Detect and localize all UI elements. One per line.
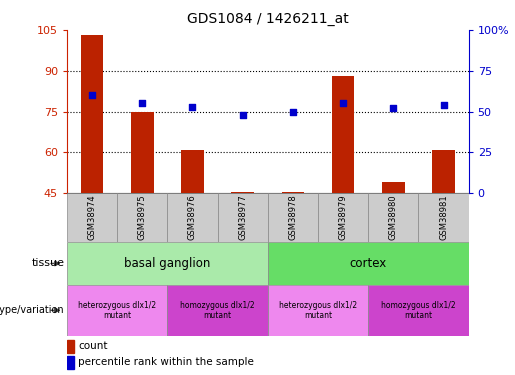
Text: homozygous dlx1/2
mutant: homozygous dlx1/2 mutant — [381, 301, 456, 320]
Text: GSM38975: GSM38975 — [138, 195, 147, 240]
Point — [88, 92, 96, 98]
Bar — [167, 285, 268, 336]
Bar — [382, 182, 405, 193]
Text: percentile rank within the sample: percentile rank within the sample — [78, 357, 254, 368]
Text: heterozygous dlx1/2
mutant: heterozygous dlx1/2 mutant — [78, 301, 156, 320]
Point — [339, 100, 347, 106]
Bar — [268, 285, 368, 336]
Bar — [432, 150, 455, 193]
Text: GSM38976: GSM38976 — [188, 195, 197, 240]
Text: GSM38974: GSM38974 — [88, 195, 96, 240]
Bar — [117, 193, 167, 242]
Text: heterozygous dlx1/2
mutant: heterozygous dlx1/2 mutant — [279, 301, 357, 320]
Point — [439, 102, 448, 108]
Bar — [67, 193, 117, 242]
Point — [238, 112, 247, 118]
Text: GSM38979: GSM38979 — [339, 195, 348, 240]
Bar — [67, 242, 268, 285]
Bar — [318, 193, 368, 242]
Bar — [67, 356, 74, 369]
Text: GSM38980: GSM38980 — [389, 195, 398, 240]
Text: cortex: cortex — [350, 257, 387, 270]
Bar — [268, 242, 469, 285]
Point — [138, 100, 146, 106]
Text: count: count — [78, 341, 108, 351]
Text: GSM38977: GSM38977 — [238, 195, 247, 240]
Bar — [67, 340, 74, 352]
Bar — [418, 193, 469, 242]
Text: tissue: tissue — [31, 258, 64, 268]
Text: basal ganglion: basal ganglion — [124, 257, 211, 270]
Bar — [368, 285, 469, 336]
Title: GDS1084 / 1426211_at: GDS1084 / 1426211_at — [187, 12, 349, 26]
Bar — [181, 150, 204, 193]
Text: genotype/variation: genotype/variation — [0, 305, 64, 315]
Text: GSM38981: GSM38981 — [439, 195, 448, 240]
Bar — [368, 193, 418, 242]
Bar — [131, 112, 153, 193]
Point — [389, 105, 398, 111]
Bar — [218, 193, 268, 242]
Bar — [282, 192, 304, 193]
Text: homozygous dlx1/2
mutant: homozygous dlx1/2 mutant — [180, 301, 255, 320]
Bar — [67, 285, 167, 336]
Point — [188, 104, 197, 110]
Bar — [167, 193, 217, 242]
Point — [289, 109, 297, 115]
Bar — [81, 36, 104, 193]
Bar — [332, 76, 354, 193]
Text: GSM38978: GSM38978 — [288, 195, 297, 240]
Bar — [231, 192, 254, 193]
Bar — [268, 193, 318, 242]
